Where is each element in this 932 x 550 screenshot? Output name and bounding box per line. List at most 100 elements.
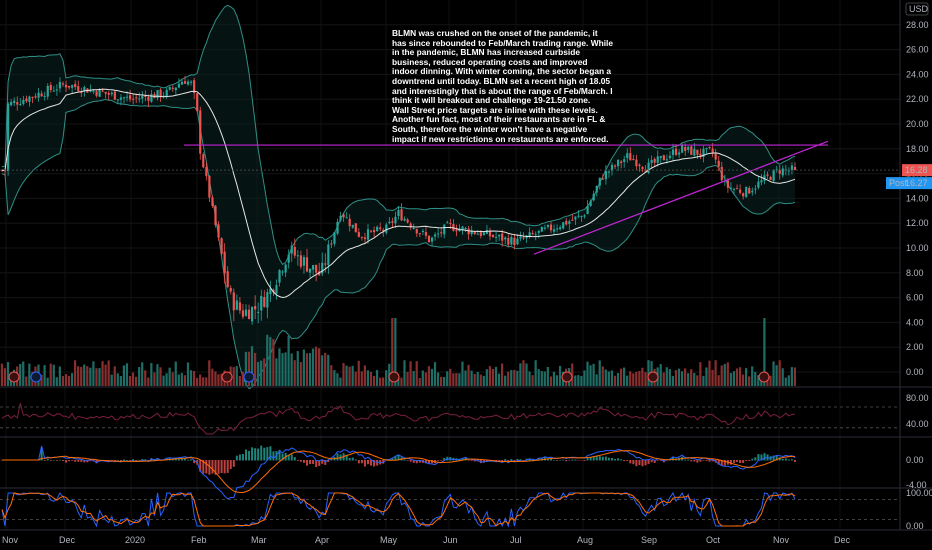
candle xyxy=(220,238,223,254)
candle xyxy=(537,230,540,233)
candle xyxy=(171,87,174,89)
candle xyxy=(607,171,611,173)
candle xyxy=(482,232,485,235)
candle xyxy=(107,92,110,95)
volume-bar xyxy=(415,361,418,386)
macd-tick-label: -4.00 xyxy=(906,480,927,490)
volume-bar xyxy=(787,375,790,386)
stoch-k-line xyxy=(1,491,796,528)
candle xyxy=(665,159,668,161)
dividend-marker-icon xyxy=(30,371,42,383)
candle xyxy=(141,95,144,99)
candle xyxy=(180,81,184,85)
candle xyxy=(760,180,763,183)
candle xyxy=(739,189,742,193)
macd-histogram-bar xyxy=(482,460,485,463)
volume-bar xyxy=(513,369,516,386)
volume-bar xyxy=(95,368,98,386)
candle xyxy=(647,162,650,173)
volume-bar xyxy=(409,361,412,386)
volume-bar xyxy=(235,366,238,386)
time-tick-label: Dec xyxy=(59,535,76,545)
macd-histogram-bar xyxy=(138,459,141,461)
event-markers[interactable] xyxy=(8,371,770,383)
volume-bar xyxy=(360,371,363,386)
price-tick-label: 14.00 xyxy=(906,193,929,203)
candle xyxy=(330,243,333,245)
macd-histogram-bar xyxy=(208,460,211,475)
time-tick-label: Jun xyxy=(443,535,458,545)
trendlines[interactable] xyxy=(0,140,900,255)
rising-trendline xyxy=(533,140,829,255)
macd-histogram-bar xyxy=(223,460,226,474)
macd-histogram-bar xyxy=(470,460,473,461)
macd-histogram-bar xyxy=(46,459,49,461)
stoch-d-line xyxy=(1,492,796,527)
macd-histogram-bar xyxy=(363,460,366,467)
volume-bar xyxy=(296,351,299,386)
candle xyxy=(717,160,720,167)
volume-bar xyxy=(217,374,220,386)
volume-bar xyxy=(714,360,717,386)
macd-histogram-bar xyxy=(763,453,766,461)
macd-histogram-bar xyxy=(373,460,376,467)
candle xyxy=(260,295,263,311)
macd-histogram-bar xyxy=(330,459,333,461)
candle xyxy=(284,264,287,273)
macd-histogram-bar xyxy=(592,456,595,461)
candle xyxy=(68,85,71,88)
macd-histogram-bar xyxy=(437,460,440,461)
volume-bar xyxy=(220,373,223,386)
candle xyxy=(778,169,781,174)
candle xyxy=(135,97,138,99)
macd-histogram-bar xyxy=(647,460,650,464)
volume-bar xyxy=(394,318,397,386)
volume-bar xyxy=(430,368,434,386)
volume-bar xyxy=(159,367,162,386)
volume-bar xyxy=(168,367,171,386)
volume-bar xyxy=(49,363,52,386)
time-axis[interactable]: Nov Dec 2020 Feb Mar Apr May Jun Jul Aug Sep Oct Nov… xyxy=(2,535,851,545)
candle xyxy=(397,210,400,216)
volume-bar xyxy=(22,361,25,386)
candle xyxy=(769,176,772,180)
volume-bar xyxy=(421,370,424,386)
candle xyxy=(470,230,473,235)
volume-bar xyxy=(98,368,101,386)
volume-bar xyxy=(476,372,479,386)
volume-bar xyxy=(196,377,199,386)
annotation-note[interactable]: BLMN was crushed on the onset of the pan… xyxy=(392,28,614,144)
volume-bar xyxy=(549,376,552,386)
macd-histogram-bar xyxy=(614,458,617,461)
macd-histogram-bar xyxy=(476,460,479,462)
candle xyxy=(165,89,168,97)
price-axis[interactable]: 28.0026.0024.0022.0020.0018.0016.0014.00… xyxy=(905,2,932,531)
stoch-tick-label: 100.00 xyxy=(906,488,932,498)
volume-bar xyxy=(122,365,125,386)
candle xyxy=(440,232,443,234)
volume-bar xyxy=(680,371,684,386)
volume-bar xyxy=(336,373,339,386)
candle xyxy=(147,97,150,101)
volume-bar xyxy=(330,365,333,386)
volume-bar xyxy=(311,348,315,386)
candle xyxy=(296,255,299,257)
macd-histogram-bar xyxy=(604,456,607,461)
candle xyxy=(562,222,565,229)
macd-histogram-bar xyxy=(86,460,89,463)
candle xyxy=(46,85,49,97)
volume-bar xyxy=(720,365,723,386)
candle xyxy=(379,227,382,230)
volume-bar xyxy=(382,377,385,386)
candle xyxy=(193,80,196,94)
candle xyxy=(144,95,147,97)
volume-bar xyxy=(558,365,562,386)
earnings-marker-icon xyxy=(758,371,770,383)
volume-bar xyxy=(369,371,373,386)
macd-histogram-bar xyxy=(632,460,635,465)
macd-histogram-bar xyxy=(318,460,321,466)
macd-histogram-bar xyxy=(711,460,714,462)
volume-bar xyxy=(247,351,251,386)
candle xyxy=(595,185,598,193)
